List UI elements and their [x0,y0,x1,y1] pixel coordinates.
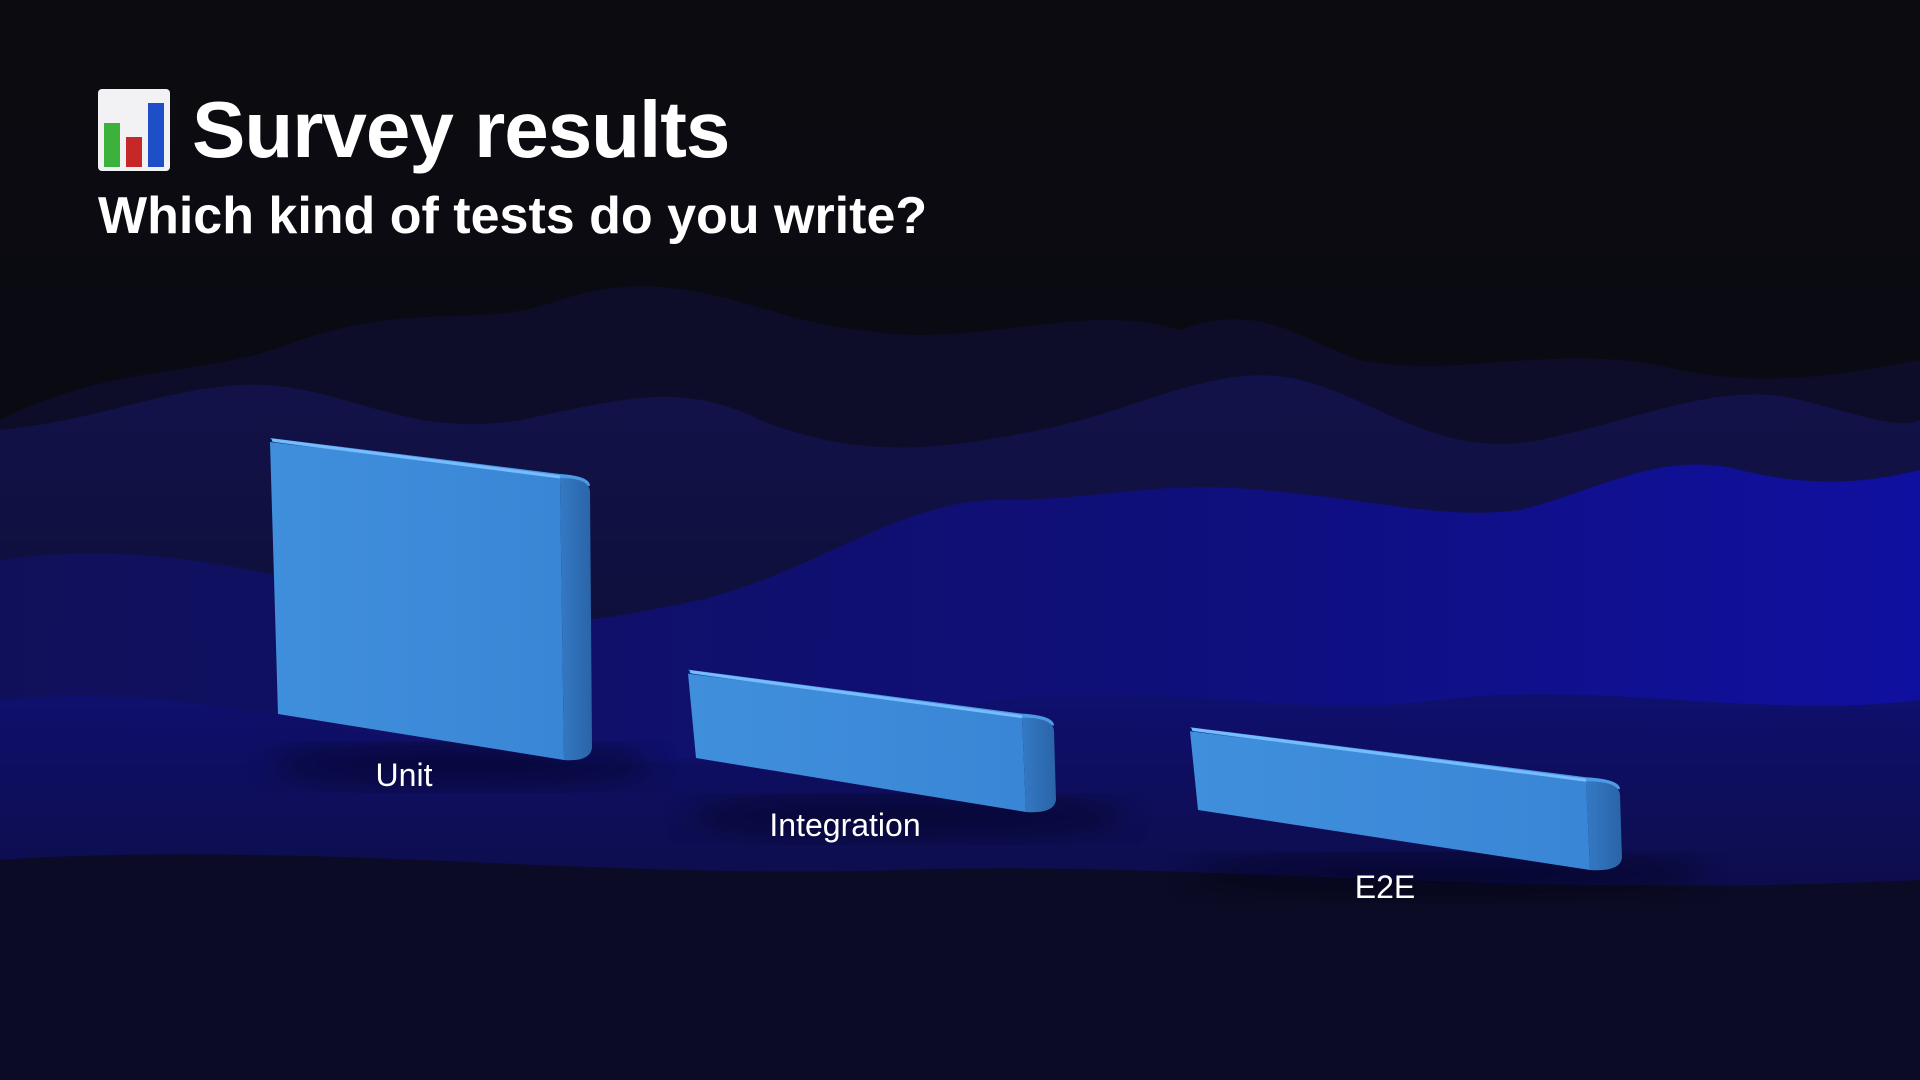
bar-side [1586,781,1622,871]
bar-label-e2e: E2E [1355,869,1415,905]
bar-highlight [1191,727,1587,782]
title-row: Survey results [98,80,927,180]
bar-integration [688,669,1128,832]
bar-front [270,442,564,760]
bar-e2e [1190,727,1706,890]
bar-front [688,673,1026,812]
bar-highlight [271,438,561,479]
bar-front [1190,731,1590,870]
bar-unit [270,438,654,780]
bar-label-unit: Unit [376,757,433,793]
bar-side [560,478,592,761]
slide-heading: Survey results Which kind of tests do yo… [98,80,927,248]
bar-shadow [270,748,654,780]
bar-chart-icon [98,89,170,171]
bar-side [1022,717,1056,813]
slide-subtitle: Which kind of tests do you write? [98,187,928,245]
bar-shadow [1190,858,1706,890]
slide-title: Survey results [192,85,730,174]
bar-label-integration: Integration [769,807,920,843]
bar-highlight [689,670,1023,719]
